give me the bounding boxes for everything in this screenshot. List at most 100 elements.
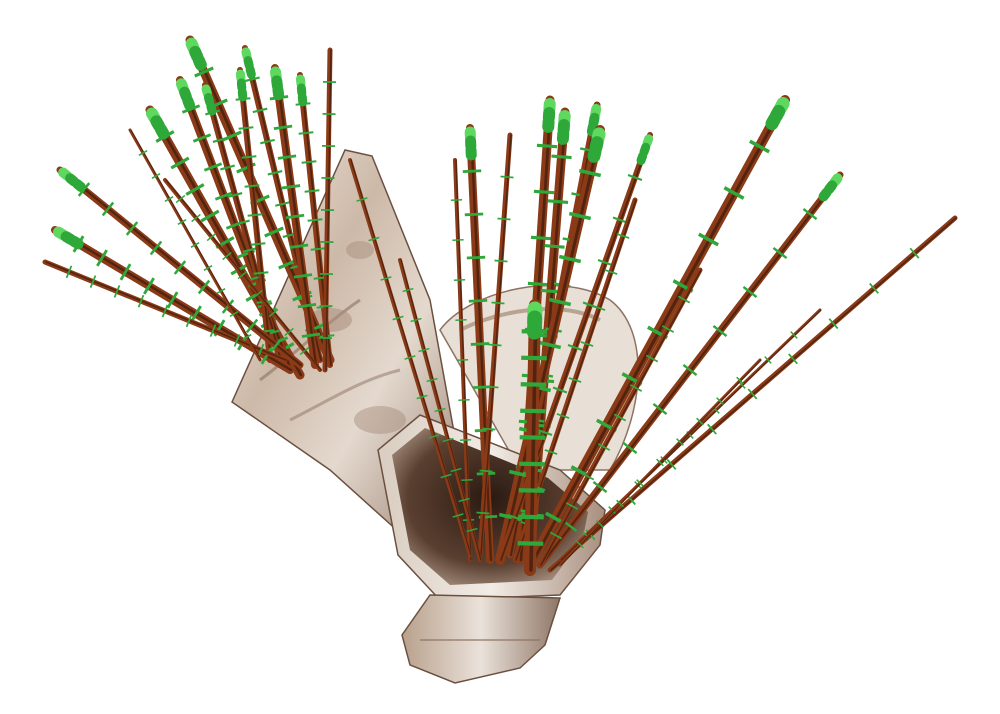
stem-band [869, 282, 879, 294]
stem-band [466, 527, 478, 533]
stem-band [143, 277, 155, 295]
stem-band [200, 209, 220, 223]
stem [525, 95, 790, 570]
stem-tip-band [272, 84, 285, 101]
stem-tip-band [192, 54, 207, 71]
stem-band [479, 469, 493, 473]
stem-band [267, 170, 283, 176]
stem-band [696, 417, 704, 426]
stem-band [596, 520, 604, 528]
stem-band [299, 346, 310, 356]
stem-band [192, 133, 212, 143]
stem-band [565, 502, 579, 510]
stem-band [747, 388, 758, 400]
stem-tip-band [297, 92, 308, 107]
stem-band [392, 315, 404, 321]
stem [235, 67, 275, 363]
stem-band [222, 251, 232, 261]
stem-band [275, 201, 290, 207]
stem-band [468, 298, 488, 303]
stem-band [772, 246, 788, 260]
stem-band [244, 184, 260, 188]
stem-band [212, 137, 228, 143]
stem-band [592, 305, 606, 311]
stem-band [161, 304, 169, 318]
stem-band [723, 186, 745, 200]
stem-band [284, 327, 294, 337]
stem-tip-band [154, 123, 170, 140]
stem-band [548, 297, 572, 307]
stem-band [530, 235, 552, 241]
stem-band [149, 240, 163, 256]
stem-band [416, 394, 428, 400]
stem [476, 132, 514, 558]
stem-band [544, 244, 565, 249]
stem-tip-band [203, 93, 215, 107]
stem-band [252, 107, 268, 114]
stem-band [578, 168, 602, 178]
stem-band [277, 154, 297, 160]
stem-edge [45, 261, 287, 361]
stem-band [494, 259, 508, 263]
stem-tip-band [206, 101, 217, 116]
stem-band [125, 221, 139, 236]
stem-band [269, 338, 283, 353]
stem-band [293, 273, 313, 279]
stem-tip-band [245, 64, 256, 79]
stem-band [209, 324, 217, 337]
stem-band [185, 314, 193, 328]
stem-band [402, 287, 414, 293]
stem-band [636, 479, 644, 487]
stem-band [567, 344, 583, 351]
stem-band [260, 347, 273, 365]
stem-band [242, 247, 258, 253]
stem-band [466, 255, 486, 260]
stem-band [298, 131, 314, 135]
stem-band [527, 281, 549, 287]
stem-band [173, 260, 187, 275]
stem-band [736, 376, 744, 385]
stems-back-group [42, 35, 337, 380]
stem-band [245, 318, 259, 334]
stem [42, 259, 288, 363]
stem-tip-band [639, 142, 651, 157]
stem-tip-band [235, 69, 246, 84]
stem-band [368, 236, 380, 242]
stem-band [552, 386, 568, 394]
stem-band [828, 318, 839, 330]
stem-tip-band [586, 121, 598, 137]
stem-band [500, 175, 514, 179]
stems-front-group [348, 95, 958, 576]
stem-band [629, 384, 643, 392]
stem-band [802, 207, 818, 221]
stem-band [233, 334, 241, 347]
stem-band [221, 299, 235, 314]
stem-tip-band [241, 47, 252, 62]
vase-base [401, 594, 562, 684]
stem-band [242, 334, 252, 340]
stem-tip-band [587, 144, 602, 163]
stem-band [301, 332, 321, 338]
stem-band [356, 197, 368, 202]
stem-band [712, 324, 728, 338]
stem-band [307, 218, 323, 222]
stem-band [151, 173, 161, 179]
stem-band [268, 308, 279, 318]
stem-band [206, 232, 217, 242]
stem-band [497, 217, 511, 221]
stem-band [428, 434, 440, 439]
stem [163, 178, 322, 372]
stem-band [260, 138, 275, 145]
stem-tip-band [636, 151, 648, 165]
stem-band [549, 531, 563, 540]
stem-band [138, 150, 148, 156]
stem [318, 47, 337, 373]
stem [558, 358, 762, 567]
stem-band [185, 183, 205, 196]
stem [450, 158, 475, 562]
stem-band [253, 271, 269, 275]
stem-band [238, 126, 254, 130]
stem-band [749, 139, 770, 154]
stem-band [301, 160, 317, 164]
stem-band [568, 211, 592, 221]
